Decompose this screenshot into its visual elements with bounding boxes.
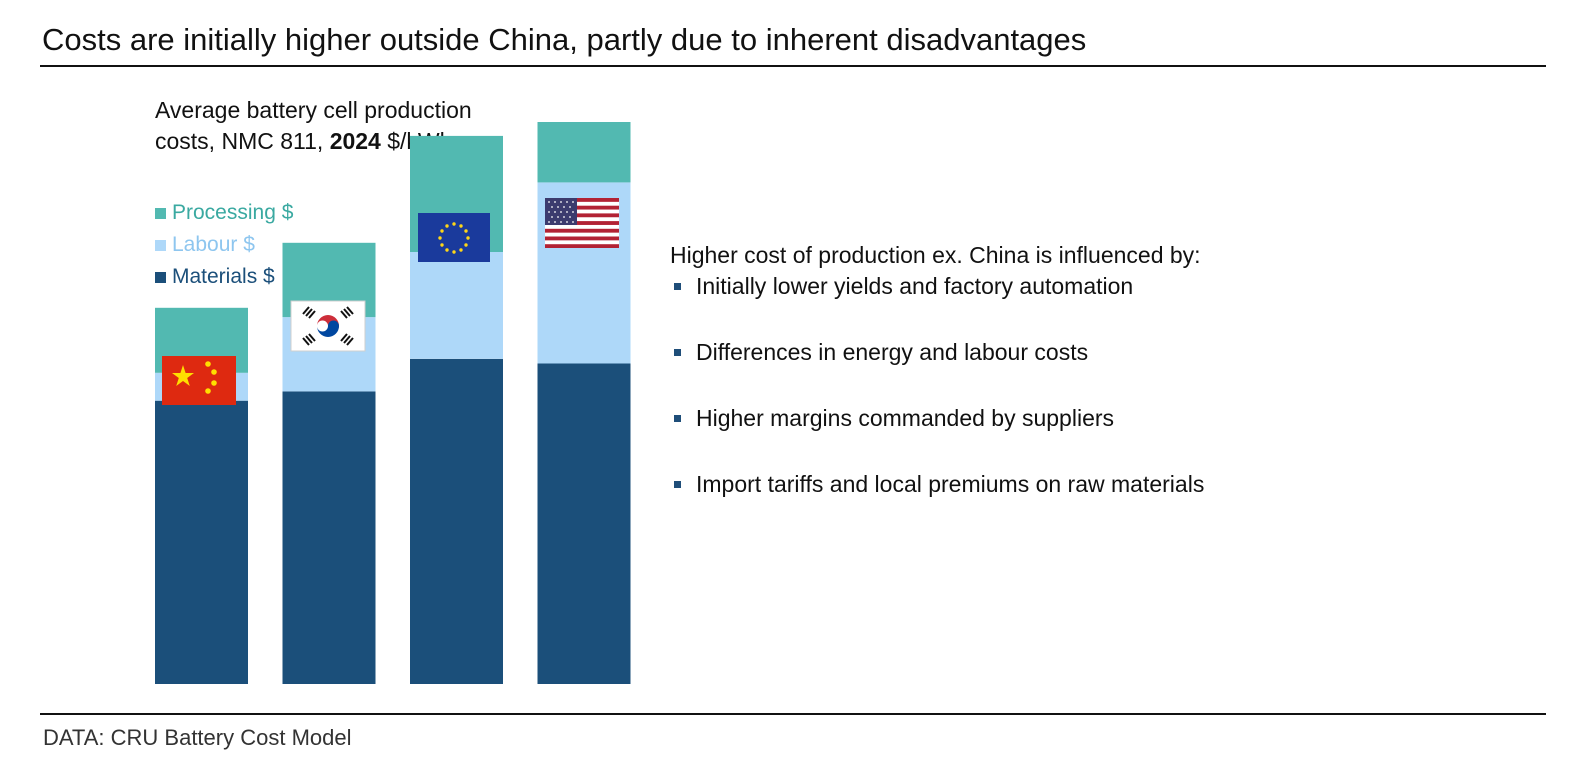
legend-item-materials: Materials $ <box>155 261 293 293</box>
legend-item-processing: Processing $ <box>155 197 293 229</box>
legend-label-processing: Processing $ <box>172 201 294 224</box>
south-korea-flag-icon <box>290 300 366 352</box>
bullet-square-icon <box>674 283 681 290</box>
legend-swatch-materials <box>155 271 166 283</box>
bar-china-materials <box>155 400 248 684</box>
subtitle-units-prefix: costs, NMC 811, <box>155 128 330 154</box>
eu-flag-icon <box>418 213 490 262</box>
influencing-factors-panel: Higher cost of production ex. China is i… <box>670 240 1204 500</box>
title-divider <box>40 65 1546 67</box>
legend-label-labour: Labour $ <box>172 233 255 256</box>
bullet-item: Differences in energy and labour costs <box>670 337 1204 368</box>
chart-legend: Processing $ Labour $ Materials $ <box>155 197 293 293</box>
legend-item-labour: Labour $ <box>155 229 293 261</box>
bullet-text: Initially lower yields and factory autom… <box>696 273 1134 299</box>
footer-divider <box>40 713 1546 715</box>
bullet-text: Higher margins commanded by suppliers <box>696 405 1115 431</box>
bar-europe-labour <box>410 252 503 359</box>
chart-title: Costs are initially higher outside China… <box>42 22 1087 57</box>
bullet-text: Import tariffs and local premiums on raw… <box>696 471 1205 497</box>
bar-europe-materials <box>410 358 503 684</box>
bullet-text: Differences in energy and labour costs <box>696 339 1089 365</box>
us-flag-icon <box>545 198 619 248</box>
legend-label-materials: Materials $ <box>172 265 275 288</box>
china-flag-icon <box>162 356 236 405</box>
legend-swatch-labour <box>155 239 166 251</box>
bar-south-korea-materials <box>282 391 376 684</box>
bar-united-states-processing <box>537 122 631 183</box>
bar-united-states-materials <box>537 363 631 684</box>
bullet-square-icon <box>674 481 681 488</box>
bullet-square-icon <box>674 349 681 356</box>
bullet-square-icon <box>674 415 681 422</box>
bullet-item: Import tariffs and local premiums on raw… <box>670 469 1204 500</box>
bullet-item: Higher margins commanded by suppliers <box>670 403 1204 434</box>
subtitle-year: 2024 <box>329 128 381 154</box>
bar-group <box>155 122 631 684</box>
subtitle-line-1: Average battery cell production <box>155 97 472 123</box>
legend-swatch-processing <box>155 207 166 219</box>
panel-heading: Higher cost of production ex. China is i… <box>670 242 1201 268</box>
bullet-item: Initially lower yields and factory autom… <box>670 271 1204 302</box>
data-source: DATA: CRU Battery Cost Model <box>43 725 352 750</box>
